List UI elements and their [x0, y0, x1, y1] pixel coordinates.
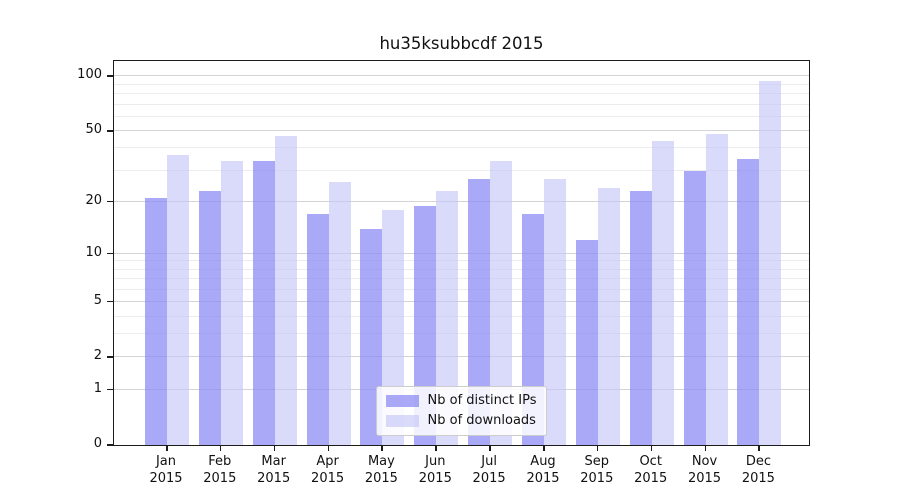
bar-downloads [651, 141, 674, 445]
gridline-minor-60 [114, 115, 809, 117]
gridline-minor-70 [114, 103, 809, 105]
x-tick-label: Jan 2015 [149, 454, 183, 486]
x-tick-mark [219, 446, 222, 451]
gridline-minor-80 [114, 93, 809, 95]
gridline-minor-40 [114, 147, 809, 149]
x-tick-mark [166, 446, 168, 451]
gridline-major-10 [114, 252, 809, 254]
y-tick-label: 50 [85, 122, 102, 137]
x-tick-mark [596, 446, 599, 451]
bar-distinct-ips [737, 158, 760, 445]
bar-distinct-ips [575, 240, 598, 445]
y-tick-mark [107, 356, 113, 358]
gridline-minor-3 [114, 333, 809, 335]
bar-distinct-ips [252, 161, 275, 445]
legend-swatch-distinct-ips [385, 395, 419, 407]
x-tick-label: May 2015 [364, 454, 398, 486]
gridline-major-20 [114, 200, 809, 202]
gridline-minor-9 [114, 260, 809, 262]
gridline-minor-7 [114, 277, 809, 279]
x-tick-mark [435, 446, 437, 451]
x-tick-mark [381, 446, 383, 451]
bar-distinct-ips [468, 178, 491, 445]
x-tick-label: Jul 2015 [472, 454, 506, 486]
bar-downloads [705, 134, 728, 445]
y-tick-mark [107, 200, 113, 203]
legend-label-distinct-ips: Nb of distinct IPs [427, 393, 537, 408]
bar-downloads [220, 161, 243, 445]
y-tick-mark [107, 444, 113, 446]
y-tick-label: 2 [93, 348, 102, 364]
y-tick-mark [107, 252, 113, 254]
gridline-major-100 [114, 75, 809, 77]
y-tick-label: 5 [93, 292, 102, 308]
gridline-minor-6 [114, 288, 809, 290]
x-tick-mark [273, 446, 276, 451]
y-tick-mark [107, 300, 113, 303]
bar-distinct-ips [198, 191, 221, 445]
x-tick-label: Nov 2015 [687, 454, 722, 486]
gridline-minor-4 [114, 315, 809, 317]
x-tick-mark [650, 446, 653, 451]
legend: Nb of distinct IPs Nb of downloads [375, 386, 548, 436]
bar-distinct-ips [629, 191, 652, 445]
y-tick-mark [107, 75, 113, 77]
x-tick-mark [543, 446, 545, 451]
bar-downloads [597, 187, 620, 445]
plot-area: Nb of distinct IPs Nb of downloads [113, 60, 810, 446]
x-tick-label: Jun 2015 [418, 454, 452, 486]
gridline-minor-90 [114, 83, 809, 85]
x-tick-label: Aug 2015 [526, 454, 560, 486]
x-tick-mark [704, 446, 706, 451]
bar-downloads [167, 154, 189, 445]
y-tick-label: 10 [85, 244, 102, 260]
chart-title: hu35ksubbcdf 2015 [379, 34, 544, 53]
y-tick-mark [107, 388, 113, 391]
x-tick-label: Feb 2015 [203, 454, 237, 486]
x-tick-label: Dec 2015 [741, 454, 775, 486]
gridline-minor-8 [114, 268, 809, 270]
bar-distinct-ips [683, 170, 706, 445]
x-tick-mark [758, 446, 760, 451]
legend-label-downloads: Nb of downloads [427, 413, 536, 428]
x-tick-label: Mar 2015 [257, 454, 291, 486]
bar-downloads [274, 135, 297, 445]
gridline-major-50 [114, 130, 809, 131]
gridline-major-2 [114, 356, 809, 358]
bar-distinct-ips [145, 198, 167, 445]
bar-downloads [328, 181, 351, 445]
x-tick-label: Sep 2015 [580, 454, 614, 486]
gridline-major-5 [114, 300, 809, 302]
y-tick-label: 100 [77, 67, 102, 83]
bar-distinct-ips [306, 214, 329, 445]
bar-downloads [759, 80, 782, 445]
x-tick-label: Apr 2015 [311, 454, 345, 486]
legend-row-distinct-ips: Nb of distinct IPs [385, 393, 537, 409]
y-tick-label: 20 [85, 192, 102, 208]
bar-downloads [543, 178, 566, 445]
bar-downloads [490, 161, 513, 445]
x-tick-mark [489, 446, 491, 451]
bar-distinct-ips [414, 205, 437, 445]
x-tick-label: Oct 2015 [634, 454, 668, 486]
y-tick-label: 0 [93, 436, 102, 451]
y-tick-mark [107, 130, 113, 132]
legend-row-downloads: Nb of downloads [385, 413, 537, 429]
gridline-minor-30 [114, 169, 809, 171]
legend-swatch-downloads [385, 415, 419, 427]
x-tick-mark [327, 446, 330, 451]
bar-downloads [436, 191, 459, 445]
y-tick-label: 1 [93, 380, 102, 396]
